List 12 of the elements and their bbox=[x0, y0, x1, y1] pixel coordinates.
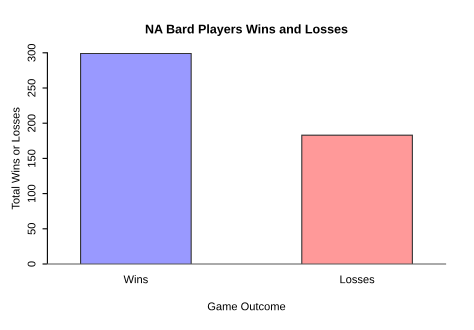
y-tick-label: 300 bbox=[28, 44, 36, 62]
x-tick-label: Wins bbox=[124, 275, 148, 284]
y-tick-label: 50 bbox=[28, 223, 36, 235]
y-tick-label: 0 bbox=[28, 261, 36, 267]
y-tick-label: 250 bbox=[28, 79, 36, 97]
chart-title: NA Bard Players Wins and Losses bbox=[146, 24, 348, 36]
x-axis-title: Game Outcome bbox=[208, 302, 286, 310]
y-tick-label: 100 bbox=[28, 184, 36, 202]
y-axis-title: Total Wins or Losses bbox=[11, 108, 20, 210]
y-tick-label: 150 bbox=[28, 150, 36, 167]
x-tick-label: Losses bbox=[340, 276, 374, 284]
y-tick-label: 200 bbox=[28, 114, 36, 132]
